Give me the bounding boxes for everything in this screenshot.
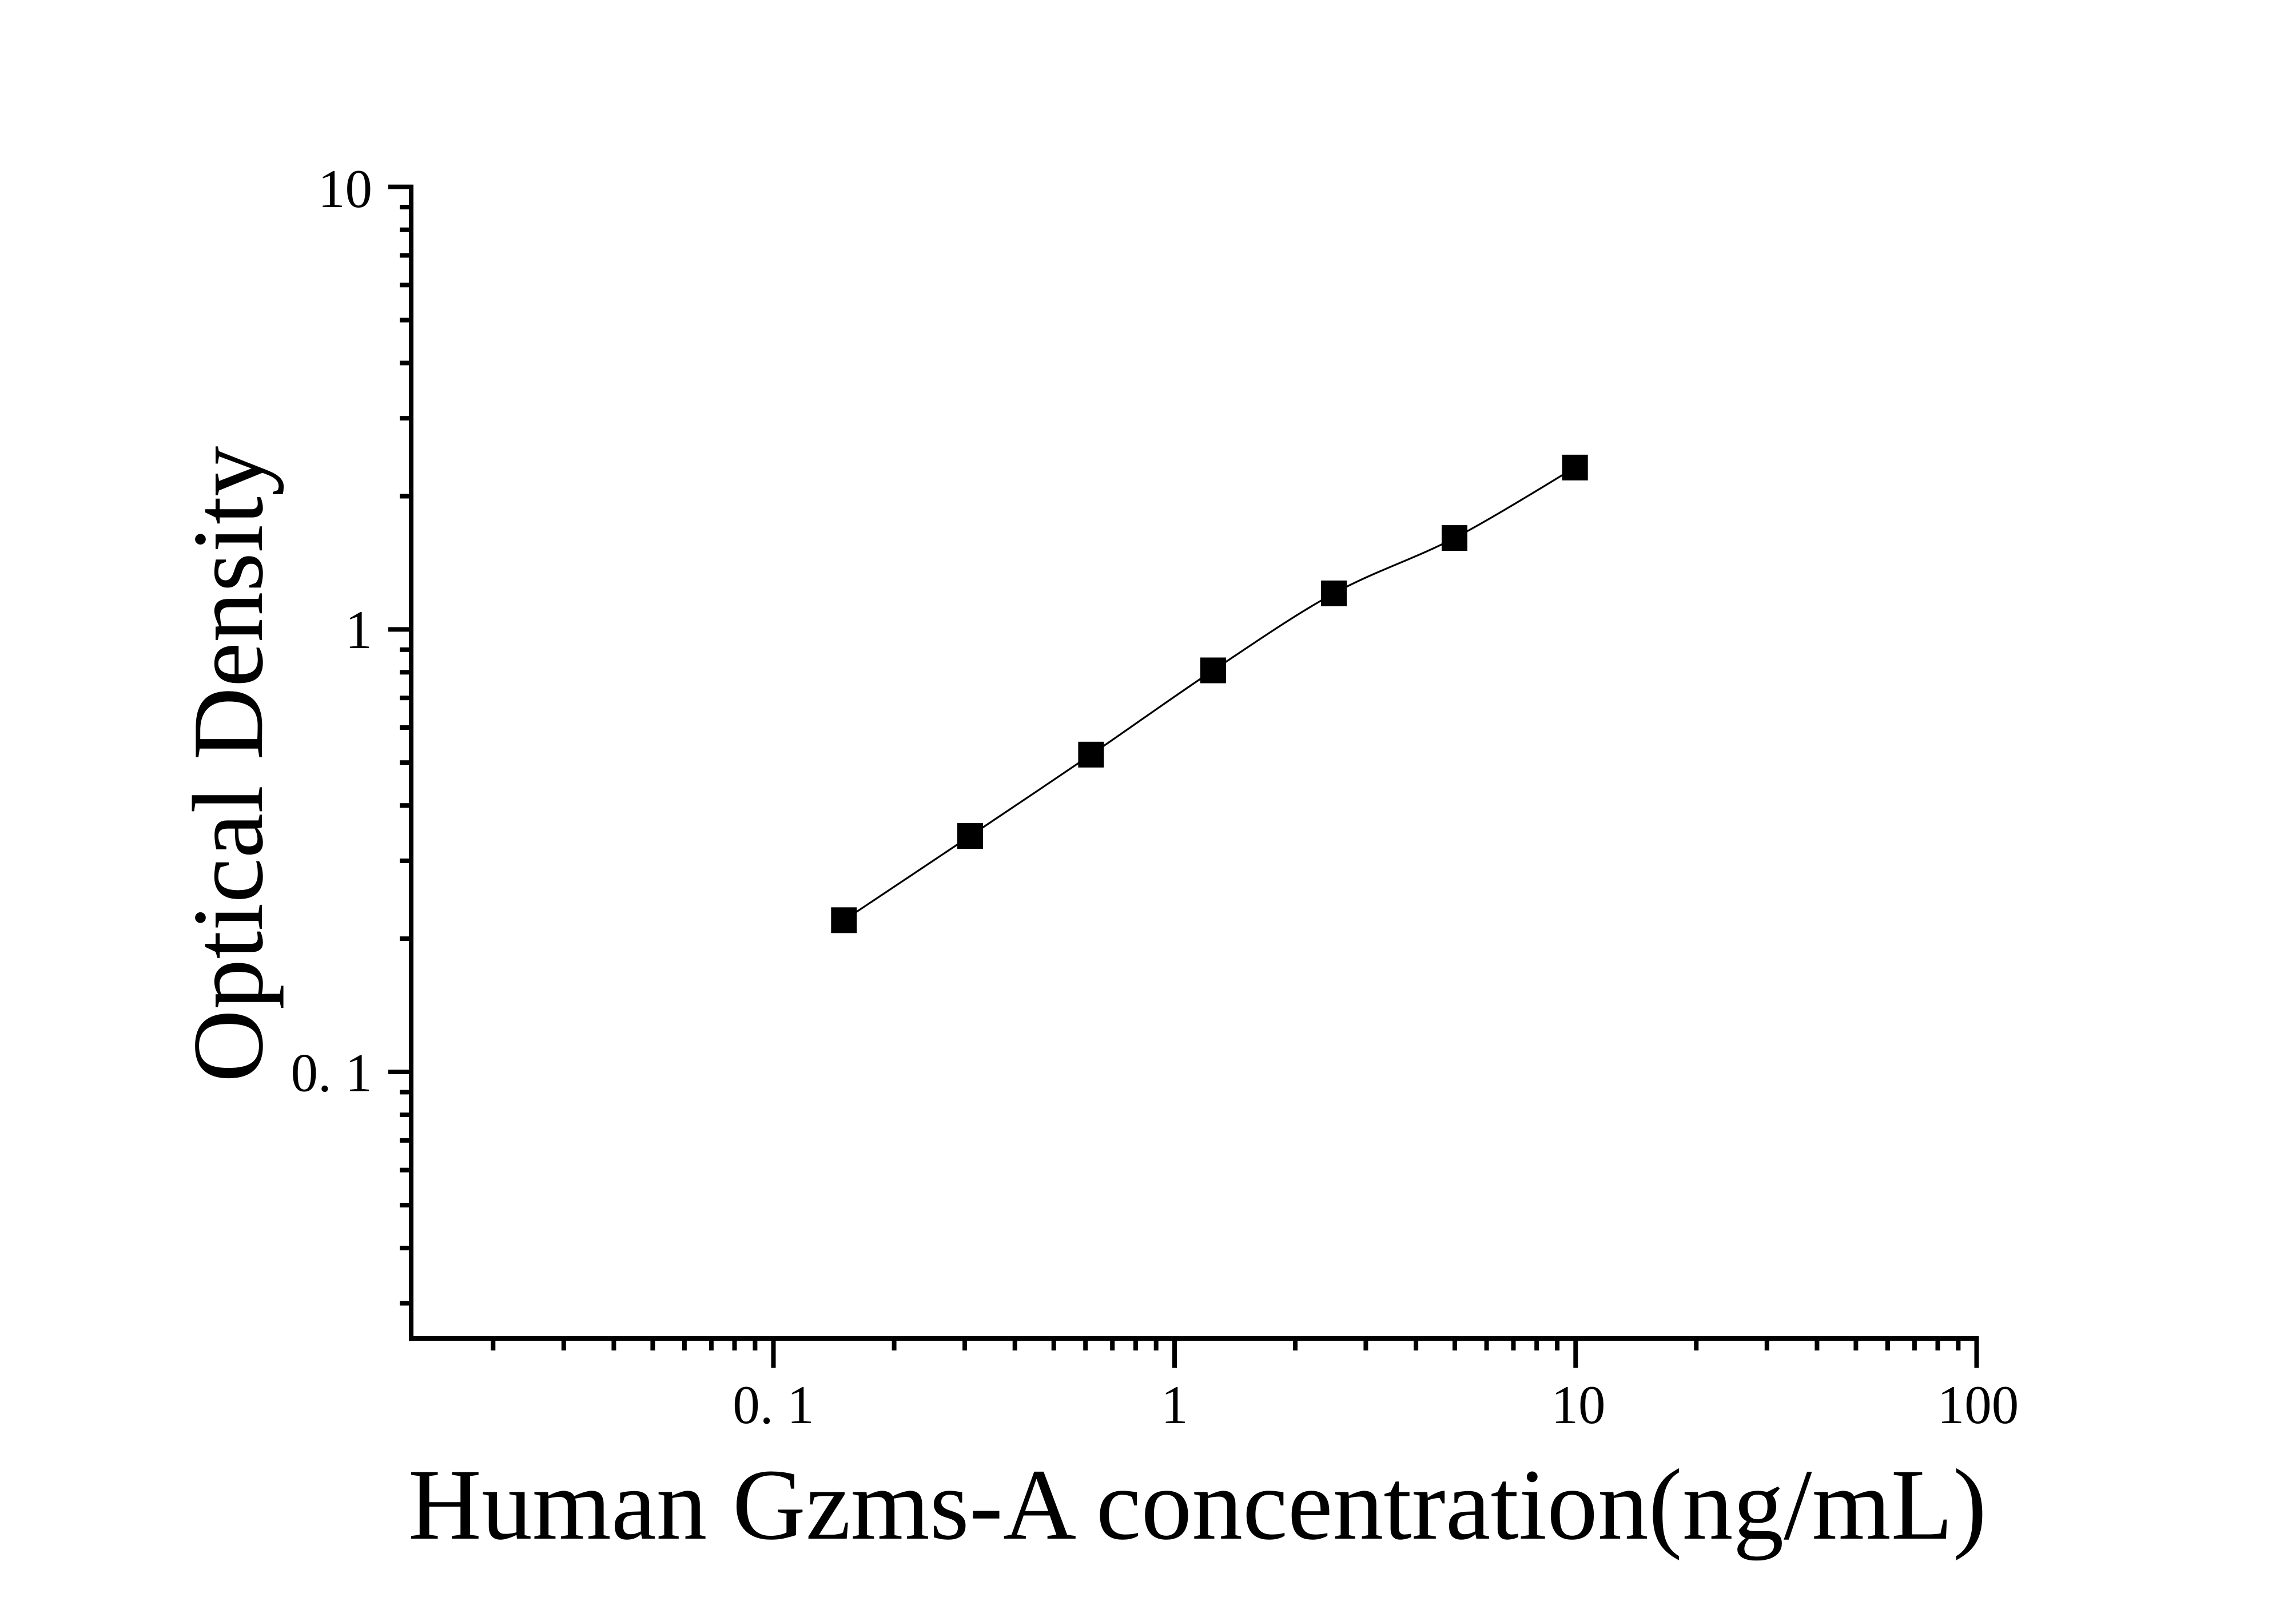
- svg-text:1: 1: [345, 599, 373, 660]
- svg-text:100: 100: [1937, 1374, 2019, 1435]
- svg-text:10: 10: [1551, 1374, 1606, 1435]
- svg-text:0. 1: 0. 1: [291, 1043, 373, 1103]
- svg-text:Optical Density: Optical Density: [173, 446, 284, 1083]
- svg-text:Human Gzms-A concentration(ng/: Human Gzms-A concentration(ng/mL): [408, 1449, 1987, 1561]
- svg-text:10: 10: [318, 158, 372, 219]
- svg-text:0. 1: 0. 1: [733, 1374, 814, 1435]
- svg-text:1: 1: [1161, 1374, 1188, 1435]
